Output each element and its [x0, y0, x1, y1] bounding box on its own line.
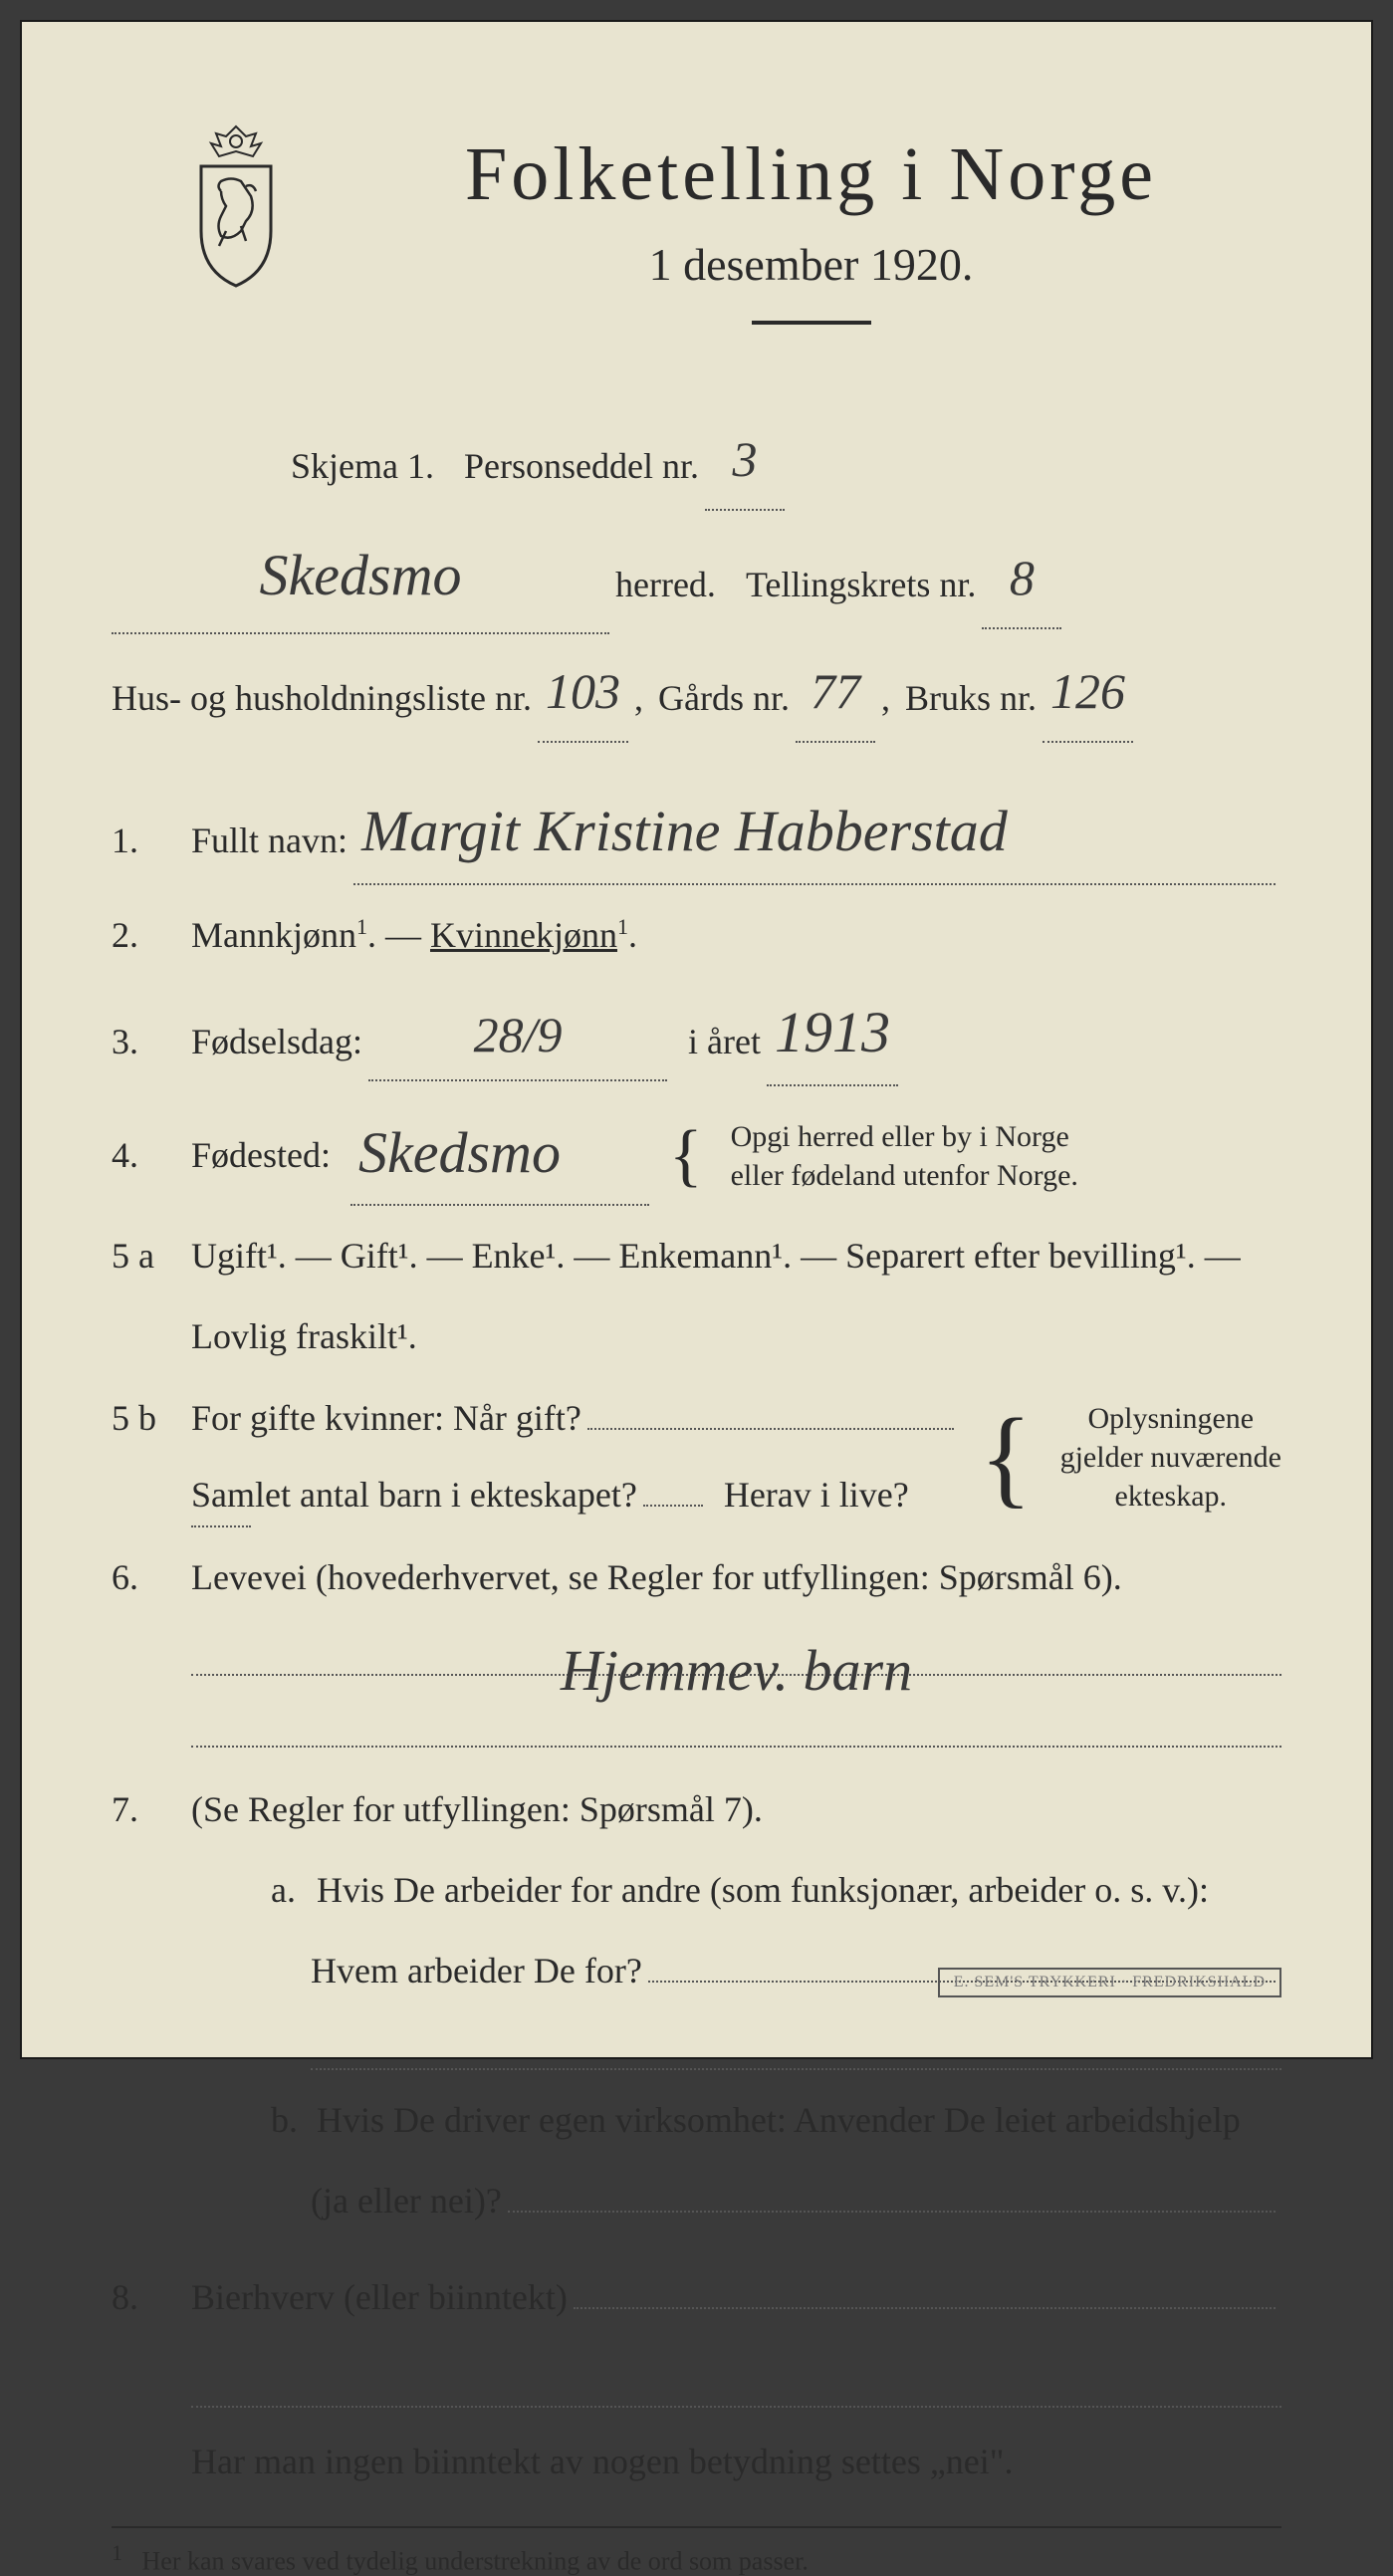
q6: 6. Levevei (hovederhvervet, se Regler fo…: [112, 1547, 1281, 1759]
bottom-note: Har man ingen biinntekt av nogen betydni…: [191, 2428, 1281, 2495]
q6-num: 6.: [112, 1556, 171, 1598]
coat-of-arms-icon: [171, 121, 301, 291]
q6-value: Hjemmev. barn: [561, 1622, 912, 1721]
q3-year-label: i året: [688, 1012, 761, 1072]
q2-sup1: 1: [356, 914, 367, 939]
q7a-text1: Hvis De arbeider for andre (som funksjon…: [317, 1860, 1209, 1921]
q2-sup2: 1: [617, 914, 628, 939]
bruks-nr: 126: [1050, 644, 1125, 739]
q7: 7. (Se Regler for utfyllingen: Spørsmål …: [112, 1779, 1281, 2247]
q5b-num: 5 b: [112, 1397, 171, 1439]
q2-mann: Mannkjønn: [191, 915, 356, 955]
q1-value: Margit Kristine Habberstad: [361, 783, 1008, 881]
q7b-text2: (ja eller nei)?: [311, 2171, 502, 2231]
schema-line: Skjema 1. Personseddel nr. 3: [291, 414, 1281, 511]
q5b-note: Oplysningene gjelder nuværende ekteskap.: [1060, 1399, 1281, 1516]
bruks-label: Bruks nr.: [905, 664, 1037, 732]
husliste-line: Hus- og husholdningsliste nr. 103 , Gård…: [112, 646, 1281, 743]
q7b-num: b.: [271, 2090, 311, 2151]
subtitle-date: 1 desember 1920.: [341, 238, 1281, 291]
q4-label: Fødested:: [191, 1125, 331, 1186]
personseddel-label: Personseddel nr.: [464, 432, 699, 500]
gards-nr: 77: [811, 644, 860, 739]
q3: 3. Fødselsdag: 28/9 i året 1913: [112, 986, 1281, 1086]
brace-icon-2: {: [980, 1430, 1033, 1485]
q8-label: Bierhverv (eller biinntekt): [191, 2267, 568, 2328]
q4-note: Opgi herred eller by i Norge eller fødel…: [731, 1117, 1078, 1195]
title-divider: [752, 321, 871, 325]
footnote-text: Her kan svares ved tydelig understreknin…: [142, 2546, 809, 2575]
q3-year: 1913: [775, 984, 890, 1082]
main-title: Folketelling i Norge: [341, 131, 1281, 218]
tellingskrets-nr: 8: [1010, 531, 1035, 625]
tellingskrets-label: Tellingskrets nr.: [746, 551, 976, 618]
q8-num: 8.: [112, 2276, 171, 2318]
q5b: 5 b For gifte kvinner: Når gift? Samlet …: [112, 1388, 1281, 1527]
header: Folketelling i Norge 1 desember 1920.: [171, 121, 1281, 374]
q7-num: 7.: [112, 1788, 171, 1830]
q5b-line1: For gifte kvinner: Når gift?: [191, 1388, 581, 1449]
footnote: 1 Her kan svares ved tydelig understrekn…: [112, 2526, 1281, 2576]
herred-line: Skedsmo herred. Tellingskrets nr. 8: [112, 523, 1281, 634]
title-block: Folketelling i Norge 1 desember 1920.: [341, 121, 1281, 374]
q7b-text1: Hvis De driver egen virksomhet: Anvender…: [317, 2090, 1241, 2151]
q7a-text2: Hvem arbeider De for?: [311, 1941, 642, 2001]
footnote-num: 1: [112, 2540, 122, 2565]
crest-svg: [171, 121, 301, 291]
herred-label: herred.: [615, 551, 716, 618]
q1-label: Fullt navn:: [191, 811, 348, 871]
q3-num: 3.: [112, 1021, 171, 1062]
schema-label: Skjema 1.: [291, 432, 434, 500]
q8: 8. Bierhverv (eller biinntekt): [112, 2267, 1281, 2328]
q5a-text2: Lovlig fraskilt¹.: [191, 1306, 1281, 1367]
husliste-label: Hus- og husholdningsliste nr.: [112, 664, 532, 732]
q6-label: Levevei (hovederhvervet, se Regler for u…: [191, 1547, 1281, 1608]
q4-num: 4.: [112, 1134, 171, 1176]
q7a-num: a.: [271, 1860, 311, 1921]
q2-num: 2.: [112, 914, 171, 956]
q2-kvinne: Kvinnekjønn: [430, 915, 617, 955]
q5b-line2a: Samlet antal barn i ekteskapet?: [191, 1465, 637, 1525]
personseddel-nr: 3: [732, 412, 757, 507]
q7-label: (Se Regler for utfyllingen: Spørsmål 7).: [191, 1779, 1281, 1840]
q5b-line2b: Herav i live?: [724, 1465, 909, 1525]
q1-num: 1.: [112, 820, 171, 861]
q2-dash: —: [385, 915, 430, 955]
q5a-text: Ugift¹. — Gift¹. — Enke¹. — Enkemann¹. —…: [191, 1226, 1281, 1287]
husliste-nr: 103: [546, 644, 620, 739]
q5a-num: 5 a: [112, 1235, 171, 1277]
q1: 1. Fullt navn: Margit Kristine Habbersta…: [112, 785, 1281, 885]
gards-label: Gårds nr.: [658, 664, 790, 732]
q2: 2. Mannkjønn1. — Kvinnekjønn1.: [112, 905, 1281, 966]
q4: 4. Fødested: Skedsmo { Opgi herred eller…: [112, 1106, 1281, 1207]
q3-day: 28/9: [474, 993, 563, 1077]
q3-label: Fødselsdag:: [191, 1012, 362, 1072]
printer-stamp: E. SEM'S TRYKKERI · FREDRIKSHALD: [938, 1968, 1281, 1997]
brace-icon: {: [669, 1138, 703, 1173]
q5a: 5 a Ugift¹. — Gift¹. — Enke¹. — Enkemann…: [112, 1226, 1281, 1367]
q4-value: Skedsmo: [358, 1104, 561, 1203]
herred-value: Skedsmo: [260, 521, 462, 630]
census-form-page: Folketelling i Norge 1 desember 1920. Sk…: [20, 20, 1373, 2059]
